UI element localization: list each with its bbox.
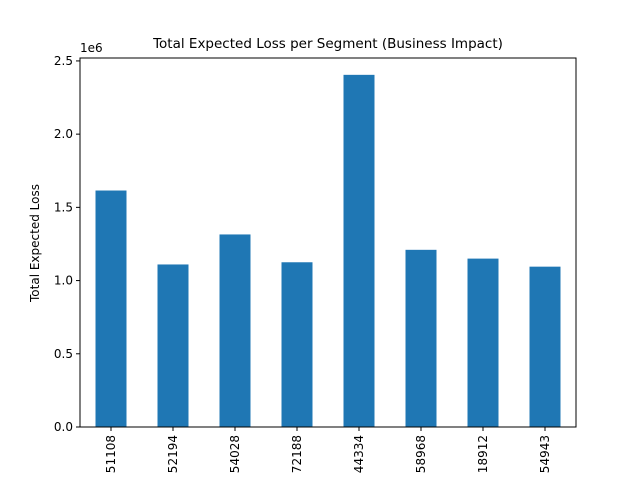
y-axis-offset-label: 1e6 (80, 41, 103, 55)
x-axis-ticks: 51108 52194 54028 72188 44334 58968 18912 54943 (104, 427, 552, 473)
bar-52194 (157, 264, 189, 427)
x-tick-label-54943: 54943 (538, 435, 552, 473)
x-tick-label-52194: 52194 (166, 435, 180, 473)
bar-54028 (219, 234, 251, 427)
x-tick-label-44334: 44334 (352, 435, 366, 473)
bars-group (95, 74, 561, 427)
bar-51108 (95, 190, 127, 427)
bar-72188 (281, 262, 313, 427)
bar-44334 (343, 74, 375, 427)
y-tick-label: 0.0 (54, 420, 73, 434)
bar-58968 (405, 249, 437, 427)
x-tick-label-54028: 54028 (228, 435, 242, 473)
plot-area-frame (79, 57, 577, 428)
chart-title: Total Expected Loss per Segment (Busines… (152, 36, 503, 52)
y-tick-label: 1.5 (54, 200, 73, 214)
bar-18912 (467, 258, 499, 427)
x-tick-label-72188: 72188 (290, 435, 304, 473)
y-axis-label: Total Expected Loss (28, 184, 42, 303)
x-tick-label-58968: 58968 (414, 435, 428, 473)
y-tick-label: 1.0 (54, 274, 73, 288)
bar-54943 (529, 266, 561, 427)
y-tick-label: 2.5 (54, 54, 73, 68)
y-tick-label: 0.5 (54, 347, 73, 361)
x-tick-label-18912: 18912 (476, 435, 490, 473)
y-tick-label: 2.0 (54, 127, 73, 141)
x-tick-label-51108: 51108 (104, 435, 118, 473)
y-axis-ticks: 0.0 0.5 1.0 1.5 2.0 2.5 (54, 54, 80, 434)
